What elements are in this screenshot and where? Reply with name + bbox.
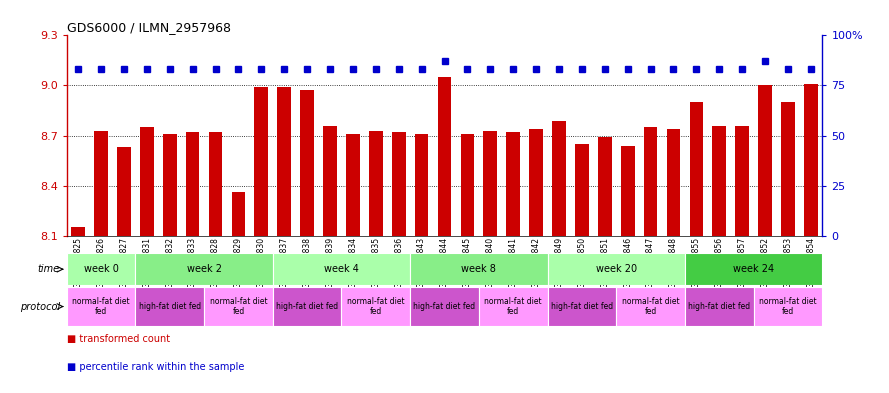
Bar xyxy=(135,253,273,285)
Bar xyxy=(644,127,658,236)
Text: week 20: week 20 xyxy=(596,264,637,274)
Bar xyxy=(300,90,314,236)
Bar xyxy=(667,129,680,236)
Text: week 4: week 4 xyxy=(324,264,359,274)
Text: normal-fat diet
fed: normal-fat diet fed xyxy=(485,297,542,316)
Bar xyxy=(415,134,428,236)
Bar xyxy=(507,132,520,236)
Bar xyxy=(410,253,548,285)
Bar xyxy=(548,287,616,326)
Bar xyxy=(690,102,703,236)
Bar xyxy=(209,132,222,236)
Text: high-fat diet fed: high-fat diet fed xyxy=(413,302,476,311)
Text: GDS6000 / ILMN_2957968: GDS6000 / ILMN_2957968 xyxy=(67,21,230,34)
Bar xyxy=(163,134,177,236)
Bar xyxy=(346,134,360,236)
Bar xyxy=(341,287,410,326)
Bar xyxy=(231,193,245,236)
Text: time: time xyxy=(37,264,60,274)
Bar xyxy=(685,287,754,326)
Bar xyxy=(598,137,612,236)
Text: normal-fat diet
fed: normal-fat diet fed xyxy=(759,297,817,316)
Bar xyxy=(204,287,273,326)
Bar xyxy=(135,287,204,326)
Text: week 2: week 2 xyxy=(187,264,221,274)
Text: high-fat diet fed: high-fat diet fed xyxy=(688,302,750,311)
Bar xyxy=(616,287,685,326)
Bar xyxy=(548,253,685,285)
Bar xyxy=(67,287,135,326)
Text: week 8: week 8 xyxy=(461,264,496,274)
Bar xyxy=(758,85,772,236)
Text: protocol: protocol xyxy=(20,301,60,312)
Text: week 0: week 0 xyxy=(84,264,118,274)
Bar xyxy=(621,145,635,236)
Bar xyxy=(484,130,497,236)
Bar xyxy=(735,125,749,236)
Bar xyxy=(254,87,268,236)
Text: ■ percentile rank within the sample: ■ percentile rank within the sample xyxy=(67,362,244,371)
Text: high-fat diet fed: high-fat diet fed xyxy=(139,302,201,311)
Bar xyxy=(712,125,726,236)
Bar xyxy=(273,287,341,326)
Bar xyxy=(94,130,108,236)
Bar xyxy=(273,253,410,285)
Bar xyxy=(140,127,154,236)
Bar xyxy=(71,228,85,236)
Bar xyxy=(685,253,822,285)
Text: week 24: week 24 xyxy=(733,264,774,274)
Text: normal-fat diet
fed: normal-fat diet fed xyxy=(210,297,268,316)
Bar xyxy=(437,77,452,236)
Text: normal-fat diet
fed: normal-fat diet fed xyxy=(72,297,130,316)
Bar xyxy=(67,253,135,285)
Bar xyxy=(754,287,822,326)
Text: high-fat diet fed: high-fat diet fed xyxy=(276,302,338,311)
Bar xyxy=(804,84,818,236)
Bar xyxy=(410,287,479,326)
Bar xyxy=(575,144,589,236)
Bar xyxy=(781,102,795,236)
Bar xyxy=(392,132,405,236)
Bar xyxy=(323,125,337,236)
Text: high-fat diet fed: high-fat diet fed xyxy=(551,302,613,311)
Bar xyxy=(461,134,474,236)
Text: normal-fat diet
fed: normal-fat diet fed xyxy=(347,297,404,316)
Text: normal-fat diet
fed: normal-fat diet fed xyxy=(621,297,679,316)
Text: ■ transformed count: ■ transformed count xyxy=(67,334,170,344)
Bar xyxy=(277,87,291,236)
Bar xyxy=(479,287,548,326)
Bar xyxy=(529,129,543,236)
Bar xyxy=(117,147,131,236)
Bar xyxy=(186,132,199,236)
Bar xyxy=(369,130,382,236)
Bar xyxy=(552,121,566,236)
